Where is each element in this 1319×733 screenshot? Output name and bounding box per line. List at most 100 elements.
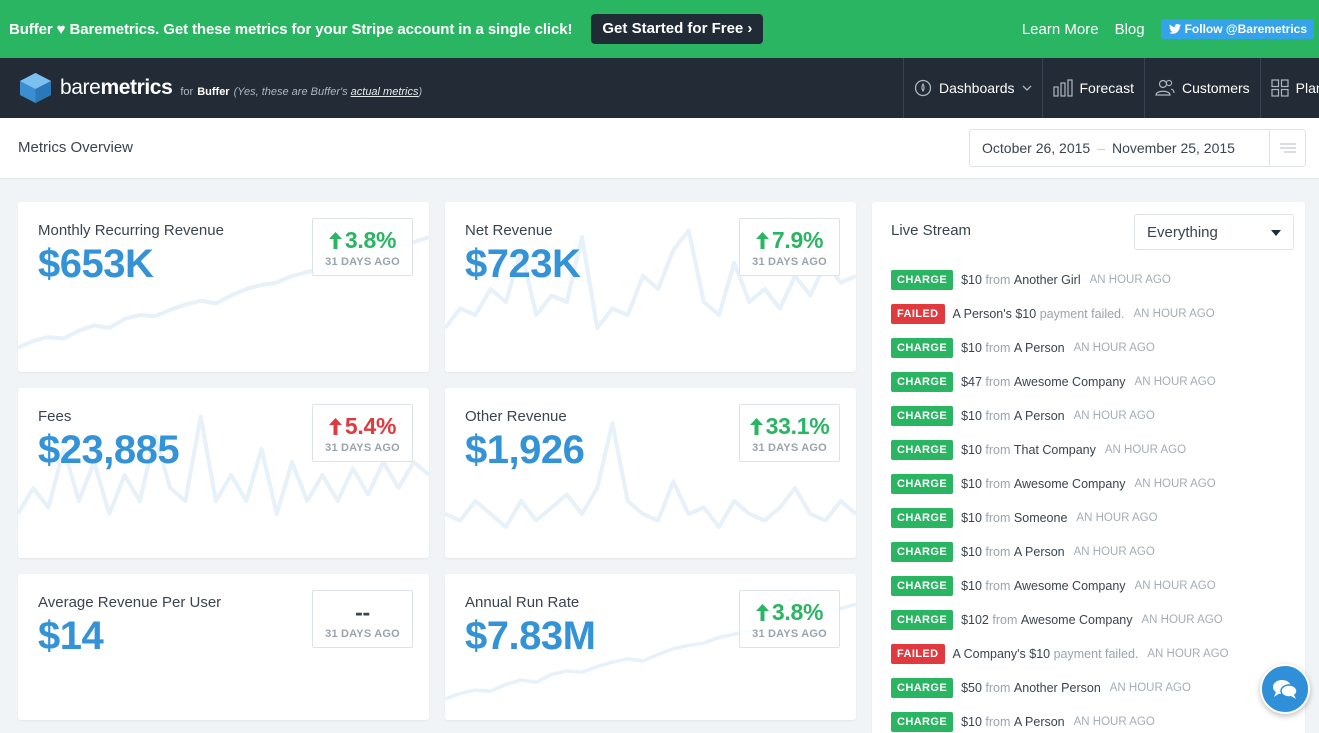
twitter-follow-button[interactable]: Follow @Baremetrics	[1160, 19, 1314, 39]
event-time: AN HOUR AGO	[1076, 512, 1158, 524]
stream-filter-select[interactable]: Everything	[1134, 214, 1294, 250]
stream-event[interactable]: CHARGE $10 from Awesome Company AN HOUR AG…	[891, 569, 1229, 603]
stream-event[interactable]: CHARGE $10 from Someone AN HOUR AGO	[891, 501, 1229, 535]
event-type-badge: CHARGE	[891, 678, 954, 698]
event-customer[interactable]: Awesome Company	[1013, 579, 1126, 593]
event-time: AN HOUR AGO	[1073, 546, 1155, 558]
stream-event[interactable]: CHARGE $10 from That Company AN HOUR AGO	[891, 433, 1229, 467]
metric-delta-box: 3.8% 31 DAYS AGO	[739, 590, 840, 648]
event-customer[interactable]: A Person	[1013, 715, 1065, 729]
event-customer[interactable]: A Person	[1013, 545, 1065, 559]
event-connector: from	[985, 715, 1011, 729]
event-time: AN HOUR AGO	[1141, 614, 1223, 626]
event-type-badge: FAILED	[891, 304, 945, 324]
nav-item-customers[interactable]: Customers	[1143, 58, 1260, 118]
chat-button[interactable]	[1260, 664, 1310, 714]
event-customer[interactable]: Another Girl	[1013, 273, 1081, 287]
stream-event[interactable]: CHARGE $102 from Awesome Company AN HOUR A…	[891, 603, 1229, 637]
get-started-button[interactable]: Get Started for Free ›	[591, 14, 764, 44]
metric-delta-box: 7.9% 31 DAYS AGO	[739, 218, 840, 276]
event-customer[interactable]: A Person	[1013, 409, 1065, 423]
metric-title: Other Revenue	[465, 408, 567, 425]
brand-light: bare	[60, 76, 101, 99]
metric-card[interactable]: Net Revenue $723K 7.9% 31 DAYS AGO	[445, 202, 856, 372]
note-prefix: (Yes, these are Buffer's	[233, 85, 351, 98]
date-menu-button[interactable]	[1269, 130, 1305, 166]
metric-delta: 33.1%	[740, 413, 839, 440]
nav-item-forecast[interactable]: Forecast	[1041, 58, 1144, 118]
metric-card[interactable]: Annual Run Rate $7.83M 3.8% 31 DAYS AGO	[445, 574, 856, 720]
note-suffix: )	[418, 85, 423, 98]
metric-delta: 7.9%	[740, 227, 839, 254]
stream-event[interactable]: CHARGE $10 from Another Girl AN HOUR AGO	[891, 263, 1229, 297]
metric-delta-box: 33.1% 31 DAYS AGO	[739, 404, 840, 462]
event-customer[interactable]: Awesome Company	[1013, 477, 1126, 491]
event-customer[interactable]: Awesome Company	[1013, 375, 1126, 389]
event-time: AN HOUR AGO	[1109, 682, 1191, 694]
brand-name[interactable]: baremetrics	[60, 76, 173, 100]
event-amount: $10	[961, 477, 982, 491]
baremetrics-logo-icon[interactable]	[18, 72, 53, 104]
event-amount: $10	[961, 273, 982, 287]
stream-event[interactable]: CHARGE $10 from A Person AN HOUR AGO	[891, 535, 1229, 569]
event-customer[interactable]: Someone	[1013, 511, 1068, 525]
metric-delta-period: 31 DAYS AGO	[752, 256, 827, 268]
stream-event[interactable]: FAILED A Company's $10 payment failed. AN …	[891, 637, 1229, 671]
metric-card[interactable]: Monthly Recurring Revenue $653K 3.8% 31 DAY…	[18, 202, 429, 372]
event-time: AN HOUR AGO	[1134, 478, 1216, 490]
event-customer[interactable]: A Person	[1013, 341, 1065, 355]
event-connector: from	[985, 443, 1011, 457]
live-stream-panel: Live Stream Everything CHARGE $10 from An…	[872, 202, 1305, 733]
stream-event[interactable]: FAILED A Person's $10 payment failed. AN H…	[891, 297, 1229, 331]
event-customer[interactable]: Another Person	[1013, 681, 1101, 695]
brand-for-label: for	[180, 85, 194, 98]
event-customer[interactable]: Awesome Company	[1020, 613, 1133, 627]
blog-link[interactable]: Blog	[1114, 20, 1145, 38]
stream-filter-value: Everything	[1147, 224, 1218, 241]
metric-card[interactable]: Average Revenue Per User $14 -- 31 DAYS AGO	[18, 574, 429, 720]
event-time: AN HOUR AGO	[1134, 580, 1216, 592]
arrow-up-icon	[328, 232, 342, 249]
metric-delta-period: 31 DAYS AGO	[325, 442, 400, 454]
metric-delta-value: 3.8%	[771, 599, 824, 625]
stream-event[interactable]: CHARGE $10 from A Person AN HOUR AGO	[891, 331, 1229, 365]
event-amount: $102	[961, 613, 989, 627]
metric-card[interactable]: Other Revenue $1,926 33.1% 31 DAYS AGO	[445, 388, 856, 558]
promo-bar: Buffer ♥ Baremetrics. Get these metrics …	[0, 0, 1319, 58]
metric-delta-period: 31 DAYS AGO	[325, 256, 400, 268]
metric-value: $653K	[38, 242, 154, 286]
menu-lines-icon	[1279, 143, 1296, 153]
event-type-badge: CHARGE	[891, 508, 954, 528]
event-type-badge: CHARGE	[891, 712, 954, 732]
metric-delta-period: 31 DAYS AGO	[752, 628, 827, 640]
event-type-badge: CHARGE	[891, 576, 954, 596]
stream-event[interactable]: CHARGE $10 from A Person AN HOUR AGO	[891, 399, 1229, 433]
learn-more-link[interactable]: Learn More	[1021, 20, 1099, 38]
event-time: AN HOUR AGO	[1073, 716, 1155, 728]
event-type-badge: FAILED	[891, 644, 945, 664]
promo-links: Learn More Blog Follow @Baremetrics	[1022, 0, 1319, 58]
brand-note: (Yes, these are Buffer's actual metrics)	[234, 86, 423, 98]
dashboard-icon	[914, 79, 932, 97]
stream-event[interactable]: CHARGE $10 from A Person AN HOUR AGO	[891, 705, 1229, 733]
promo-text: Buffer ♥ Baremetrics. Get these metrics …	[9, 20, 573, 38]
metric-card[interactable]: Fees $23,885 5.4% 31 DAYS AGO	[18, 388, 429, 558]
metric-delta: --	[313, 599, 412, 626]
event-time: AN HOUR AGO	[1147, 648, 1229, 660]
event-connector: payment failed.	[1039, 307, 1125, 321]
stream-event[interactable]: CHARGE $50 from Another Person AN HOUR AGO	[891, 671, 1229, 705]
metric-delta: 3.8%	[740, 599, 839, 626]
event-customer[interactable]: That Company	[1013, 443, 1096, 457]
event-time: AN HOUR AGO	[1134, 376, 1216, 388]
actual-metrics-link[interactable]: actual metrics	[350, 85, 419, 98]
event-connector: from	[985, 511, 1011, 525]
stream-event[interactable]: CHARGE $47 from Awesome Company AN HOUR AG…	[891, 365, 1229, 399]
nav-item-plans[interactable]: Plans	[1259, 58, 1319, 118]
page-title: Metrics Overview	[18, 139, 134, 156]
chat-bubbles-icon	[1273, 680, 1298, 699]
trend-line	[445, 228, 856, 330]
nav-item-dashboards[interactable]: Dashboards	[903, 58, 1042, 118]
stream-event[interactable]: CHARGE $10 from Awesome Company AN HOUR AG…	[891, 467, 1229, 501]
date-range-picker[interactable]: October 26, 2015 – November 25, 2015	[969, 129, 1306, 167]
metric-value: $23,885	[38, 428, 180, 472]
